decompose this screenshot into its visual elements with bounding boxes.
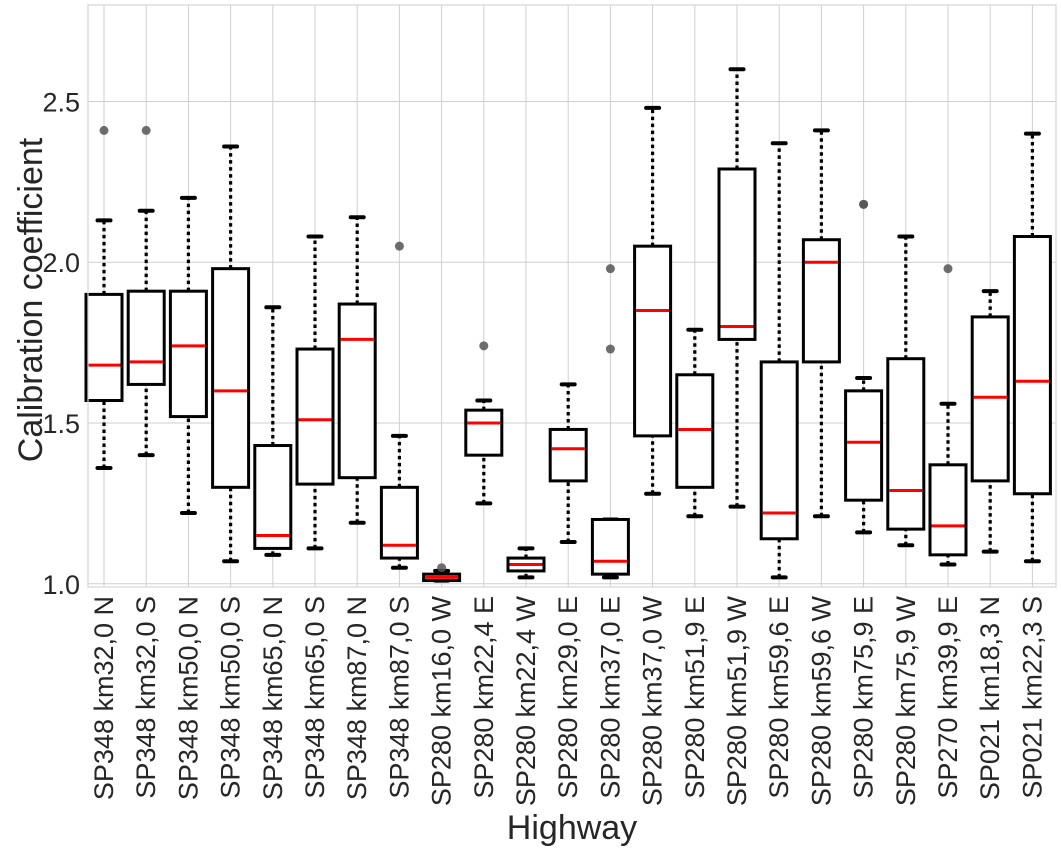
x-tick-label: SP280 km59,6 E xyxy=(764,596,794,799)
y-tick-labels: 1.0 1.5 2.0 2.5 xyxy=(42,87,80,599)
box-18 xyxy=(801,128,841,519)
x-tick-label: SP280 km16,0 W xyxy=(427,595,457,806)
box-9 xyxy=(422,563,462,583)
x-tick-label: SP280 km51,9 E xyxy=(680,596,710,799)
x-tick-label: SP280 km37,0 E xyxy=(595,596,625,799)
box-iqr xyxy=(970,315,1010,483)
x-tick-label: SP280 km51,9 W xyxy=(722,595,752,806)
box-7 xyxy=(337,215,377,525)
box-4 xyxy=(211,144,251,564)
box-iqr xyxy=(126,289,166,386)
y-tick-label: 2.5 xyxy=(42,87,80,117)
x-tick-label: SP021 km18,3 N xyxy=(975,596,1005,800)
x-tick-label: SP270 km39,9 E xyxy=(933,596,963,799)
outlier-point xyxy=(479,341,489,351)
x-tick-label: SP021 km22,3 S xyxy=(1017,596,1047,799)
x-tick-label: SP348 km65,0 S xyxy=(300,596,330,799)
outlier-point xyxy=(605,344,615,354)
box-iqr xyxy=(801,238,841,364)
box-2 xyxy=(126,125,166,458)
box-iqr xyxy=(886,357,926,531)
x-tick-label: SP348 km65,0 N xyxy=(258,596,288,800)
box-iqr xyxy=(168,289,208,419)
x-tick-label: SP348 km50,0 S xyxy=(216,596,246,799)
y-tick-label: 2.0 xyxy=(42,248,80,278)
x-tick-label: SP280 km75,9 W xyxy=(891,595,921,806)
x-axis-label: Highway xyxy=(507,809,637,847)
box-16 xyxy=(717,67,757,509)
x-tick-label: SP280 km22,4 E xyxy=(469,596,499,799)
boxes xyxy=(84,67,1052,583)
x-tick-labels: SP348 km32,0 N SP348 km32,0 S SP348 km50,0… xyxy=(89,595,1047,806)
box-iqr xyxy=(84,292,124,403)
plot-frame xyxy=(87,4,1057,588)
x-tick-label: SP348 km87,0 S xyxy=(384,596,414,799)
box-iqr xyxy=(379,485,419,560)
box-10 xyxy=(464,341,504,506)
box-8 xyxy=(379,241,419,570)
x-tick-label: SP280 km37,0 W xyxy=(638,595,668,806)
outlier-point xyxy=(437,563,447,573)
box-13 xyxy=(590,264,630,580)
outlier-point xyxy=(943,264,953,274)
box-5 xyxy=(253,305,293,557)
box-20 xyxy=(886,234,926,548)
y-axis-label: Calibration coefficient xyxy=(12,137,50,462)
outlier-point xyxy=(99,125,109,135)
box-17 xyxy=(759,141,799,580)
outlier-point xyxy=(394,241,404,251)
x-tick-label: SP348 km50,0 N xyxy=(173,596,203,800)
box-iqr xyxy=(211,267,251,489)
box-iqr xyxy=(844,389,884,502)
x-tick-label: SP280 km22,4 W xyxy=(511,595,541,806)
box-iqr xyxy=(295,347,335,486)
outlier-point xyxy=(605,264,615,274)
box-iqr xyxy=(253,444,293,550)
box-22 xyxy=(970,289,1010,554)
box-15 xyxy=(675,327,715,519)
box-iqr xyxy=(633,244,673,438)
box-iqr xyxy=(464,408,504,457)
box-iqr xyxy=(928,463,968,557)
box-iqr xyxy=(675,373,715,489)
x-tick-label: SP280 km29,0 E xyxy=(553,596,583,799)
box-iqr xyxy=(1012,235,1052,496)
x-tick-label: SP280 km75,9 E xyxy=(849,596,879,799)
box-23 xyxy=(1012,131,1052,564)
box-12 xyxy=(548,382,588,544)
x-tick-label: SP280 km59,6 W xyxy=(806,595,836,806)
box-iqr xyxy=(337,302,377,480)
outlier-point xyxy=(859,199,869,209)
y-tick-label: 1.5 xyxy=(42,409,80,439)
x-tick-label: SP348 km32,0 S xyxy=(131,596,161,799)
box-19 xyxy=(844,199,884,535)
box-14 xyxy=(633,105,673,496)
box-1 xyxy=(84,125,124,471)
y-tick-label: 1.0 xyxy=(42,570,80,600)
box-11 xyxy=(506,546,546,580)
box-iqr xyxy=(590,517,630,576)
x-tick-label: SP348 km32,0 N xyxy=(89,596,119,800)
box-6 xyxy=(295,234,335,551)
outlier-point xyxy=(141,125,151,135)
box-iqr xyxy=(759,360,799,541)
x-tick-label: SP348 km87,0 N xyxy=(342,596,372,800)
box-21 xyxy=(928,264,968,567)
box-3 xyxy=(168,195,208,516)
box-iqr xyxy=(548,427,588,483)
box-iqr xyxy=(717,167,757,341)
